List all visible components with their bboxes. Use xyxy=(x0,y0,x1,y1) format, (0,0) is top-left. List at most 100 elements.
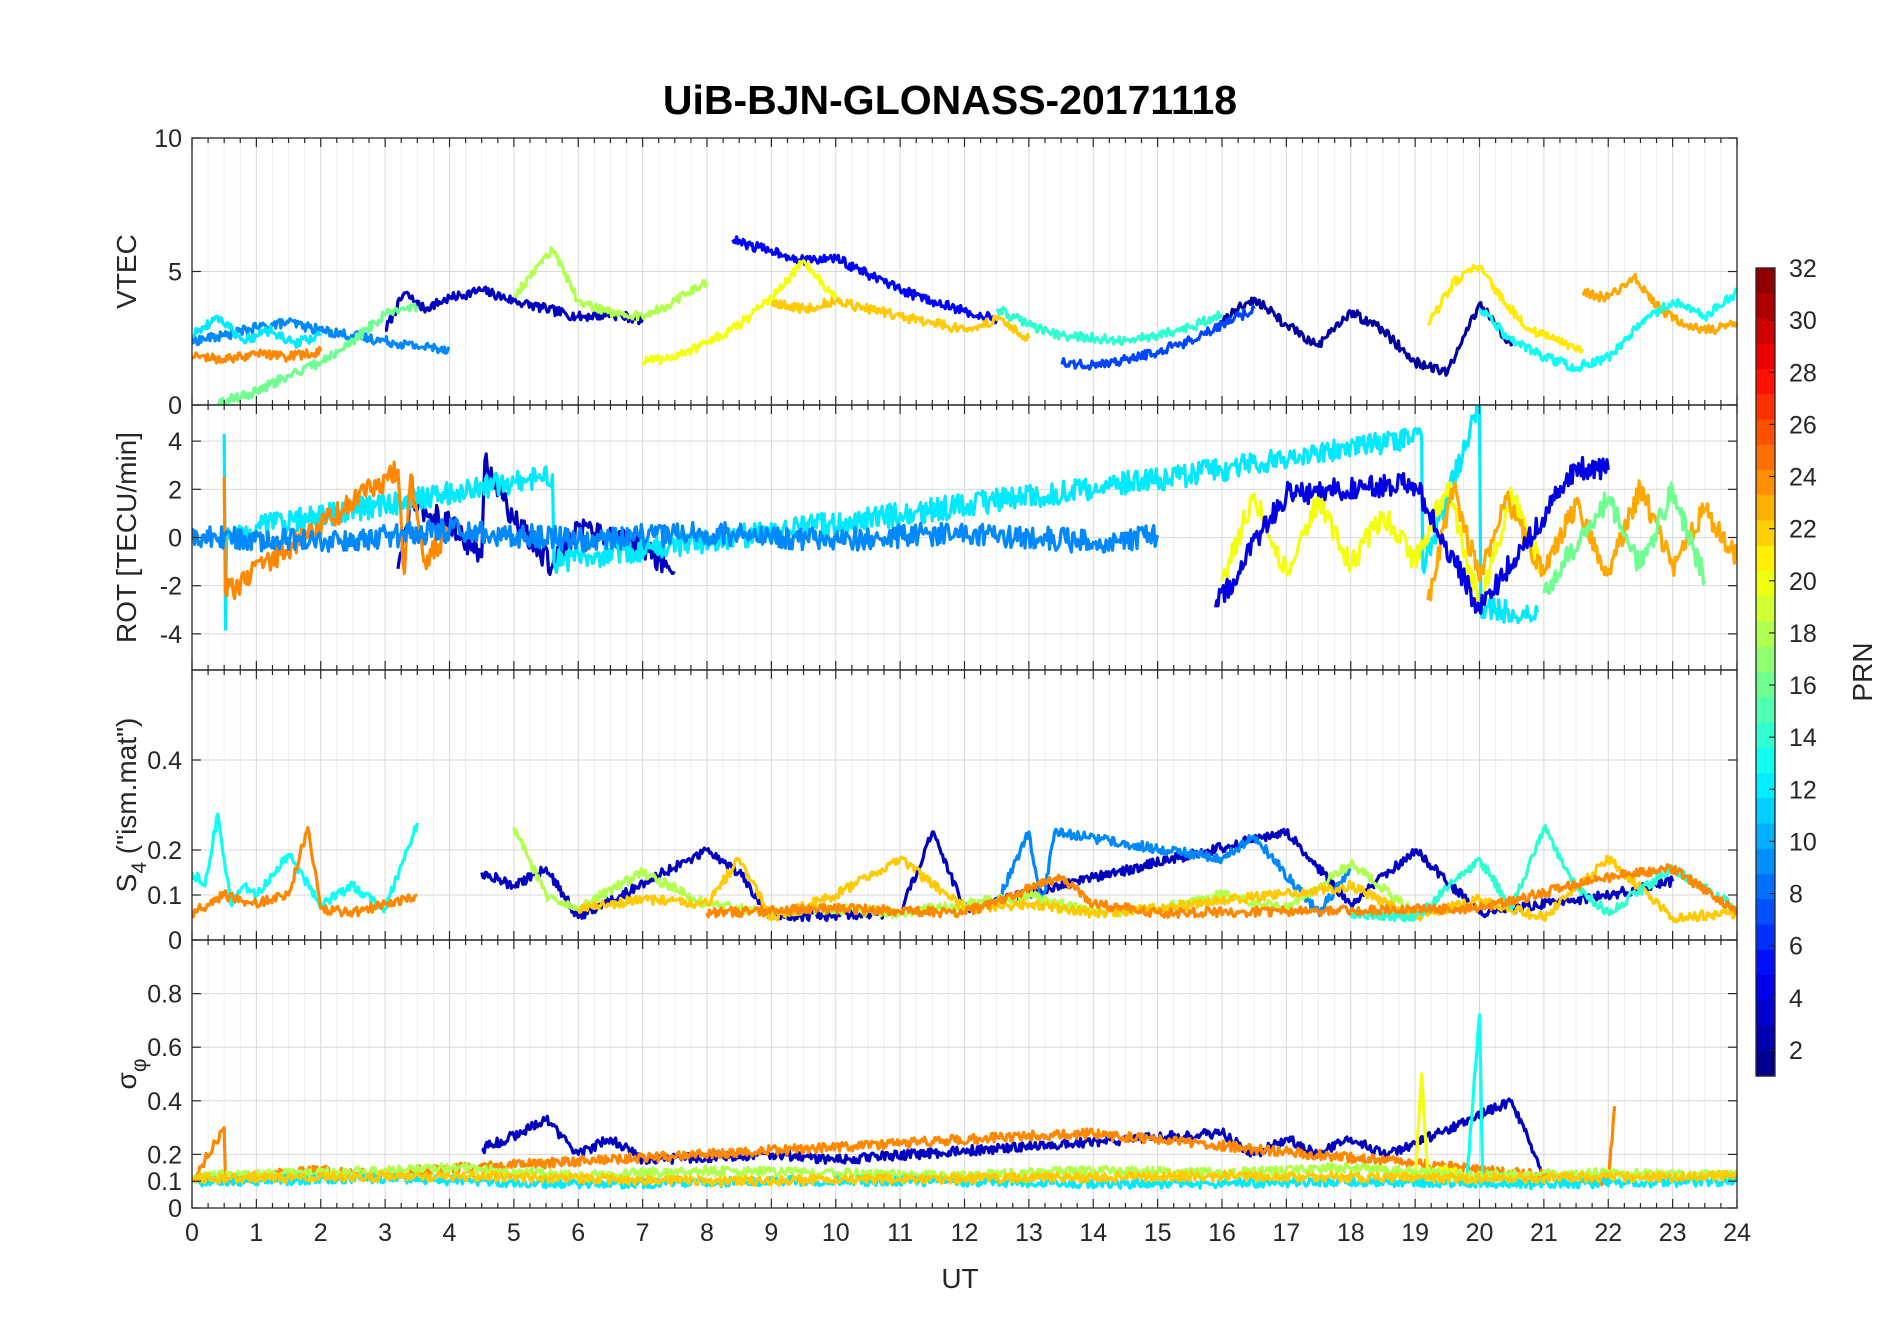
colorbar-band xyxy=(1756,268,1775,294)
colorbar-band xyxy=(1756,571,1775,597)
y-tick-label: 2 xyxy=(168,476,182,504)
y-tick-label: 10 xyxy=(154,125,182,153)
y-axis-label-sub: 4 xyxy=(128,862,151,874)
colorbar-band xyxy=(1756,975,1775,1001)
colorbar-band xyxy=(1756,1000,1775,1027)
colorbar-band xyxy=(1756,394,1775,421)
colorbar-band xyxy=(1756,722,1775,749)
x-tick-label: 16 xyxy=(1208,1219,1236,1247)
series-line-prn-24 xyxy=(192,825,418,919)
x-tick-label: 12 xyxy=(951,1219,979,1247)
chart-title: UiB-BJN-GLONASS-20171118 xyxy=(663,77,1237,123)
colorbar-tick-label: 22 xyxy=(1789,516,1817,544)
colorbar-band xyxy=(1756,672,1775,698)
y-tick-label: 0.4 xyxy=(147,747,182,775)
y-tick-label: 0.1 xyxy=(147,1168,182,1196)
x-tick-label: 23 xyxy=(1659,1219,1687,1247)
x-tick-label: 2 xyxy=(314,1219,328,1247)
colorbar-band xyxy=(1756,646,1775,673)
y-axis-label: ROT [TECU/min] xyxy=(111,432,142,643)
colorbar-tick-label: 26 xyxy=(1789,411,1817,439)
series-group xyxy=(192,1013,1737,1190)
x-tick-label: 5 xyxy=(507,1219,521,1247)
series-line-prn-24 xyxy=(222,460,452,600)
series-line-prn-4 xyxy=(1214,455,1610,615)
colorbar-tick-label: 6 xyxy=(1789,933,1803,961)
series-line-prn-21 xyxy=(1427,263,1584,354)
x-tick-label: 11 xyxy=(887,1219,913,1247)
colorbar-band xyxy=(1756,823,1775,850)
y-tick-label: 0.6 xyxy=(147,1034,182,1062)
y-tick-label: 0.2 xyxy=(147,1141,182,1169)
x-tick-label: 15 xyxy=(1144,1219,1172,1247)
colorbar-band xyxy=(1756,545,1775,572)
colorbar-band xyxy=(1756,874,1775,900)
y-tick-label: -2 xyxy=(160,573,182,601)
series-line-prn-18 xyxy=(512,827,1417,919)
x-tick-label: 18 xyxy=(1337,1219,1365,1247)
y-axis-label-sub: φ xyxy=(128,1059,151,1073)
y-tick-label: 0.1 xyxy=(147,882,182,910)
series-line-prn-3 xyxy=(384,285,644,332)
y-tick-label: 0.4 xyxy=(147,1088,182,1116)
series-line-prn-24 xyxy=(192,1106,1617,1187)
series-line-prn-16 xyxy=(1542,481,1707,596)
x-tick-label: 7 xyxy=(636,1219,650,1247)
x-tick-label: 3 xyxy=(378,1219,392,1247)
series-line-prn-9 xyxy=(192,517,1160,554)
series-group xyxy=(192,235,1737,405)
series-line-prn-12 xyxy=(222,405,1539,631)
series-line-prn-22 xyxy=(192,1169,1737,1188)
series-line-prn-22 xyxy=(576,854,1737,924)
y-tick-label: 0.8 xyxy=(147,981,182,1009)
colorbar-band xyxy=(1756,343,1775,370)
x-tick-label: 22 xyxy=(1594,1219,1622,1247)
x-tick-label: 14 xyxy=(1079,1219,1107,1247)
x-tick-label: 1 xyxy=(249,1219,263,1247)
series-line-prn-3 xyxy=(480,827,1675,922)
series-group xyxy=(192,405,1737,631)
x-tick-label: 8 xyxy=(700,1219,714,1247)
series-line-prn-20 xyxy=(641,259,838,366)
series-line-prn-13 xyxy=(1478,287,1737,373)
series-line-prn-7 xyxy=(1060,304,1256,371)
series-line-prn-24 xyxy=(705,863,1737,919)
series-line-prn-14 xyxy=(995,305,1224,347)
y-axis-label-main: σ xyxy=(111,1072,142,1089)
x-tick-labels: 0 1 2 3 4 5 6 7 8 9 10 11 12 13 14 15 16 17 18 19 20 21 22 23 24 xyxy=(185,1219,1751,1247)
colorbar-tick-label: 10 xyxy=(1789,828,1817,856)
colorbar-tick-label: 32 xyxy=(1789,255,1817,283)
x-tick-label: 4 xyxy=(443,1219,457,1247)
colorbar-band xyxy=(1756,596,1775,623)
colorbar-tick-label: 14 xyxy=(1789,724,1817,752)
y-axis-label-rest: ("ism.mat") xyxy=(111,718,142,862)
panel-2: -4 -2 0 2 4 ROT [TECU/min] xyxy=(111,404,1738,671)
y-axis-label: σφ xyxy=(111,1059,151,1090)
colorbar-tick-label: 20 xyxy=(1789,568,1817,596)
colorbar-band xyxy=(1756,697,1775,724)
colorbar-tick-label: 16 xyxy=(1789,672,1817,700)
y-tick-label: 0.2 xyxy=(147,837,182,865)
colorbar-tick-label: 24 xyxy=(1789,464,1817,492)
x-tick-label: 10 xyxy=(822,1219,850,1247)
colorbar-band xyxy=(1756,848,1775,875)
panel-3: 00.10.20.4S4 ("ism.mat") xyxy=(111,669,1738,955)
series-line-prn-23 xyxy=(1426,479,1737,602)
colorbar-band xyxy=(1756,369,1775,395)
x-tick-label: 6 xyxy=(571,1219,585,1247)
series-line-prn-16 xyxy=(216,302,419,405)
colorbar-band xyxy=(1756,520,1775,547)
colorbar-tick-label: 12 xyxy=(1789,776,1817,804)
y-tick-label: -4 xyxy=(160,621,182,649)
colorbar-band xyxy=(1756,1025,1775,1052)
y-tick-label: 0 xyxy=(168,1195,182,1223)
colorbar-band xyxy=(1756,773,1775,799)
colorbar-band xyxy=(1756,1050,1775,1077)
series-line-prn-20 xyxy=(1220,481,1546,609)
x-tick-label: 24 xyxy=(1723,1219,1751,1247)
series-line-prn-24 xyxy=(192,345,323,365)
y-axis-label: VTEC xyxy=(111,234,142,309)
x-tick-label: 20 xyxy=(1466,1219,1494,1247)
